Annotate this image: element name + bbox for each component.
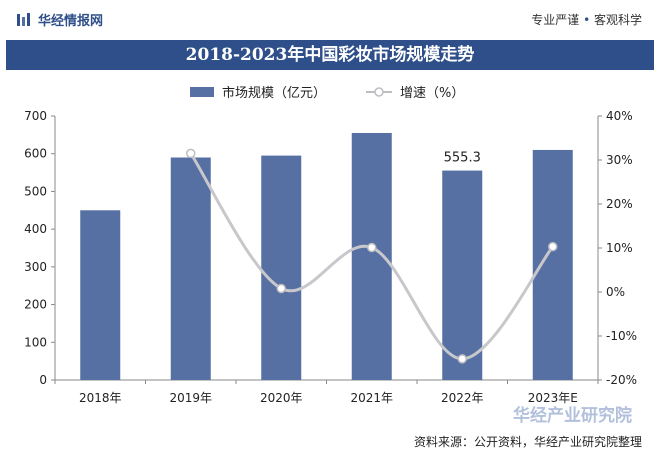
chart-legend: 市场规模（亿元） 增速（%） (190, 82, 464, 101)
source-note: 资料来源：公开资料，华经产业研究院整理 (413, 435, 642, 449)
y-left-tick-label: 500 (24, 184, 47, 198)
line-point (186, 148, 196, 159)
logo-icon (16, 12, 32, 28)
y-right-tick-label: 20% (606, 197, 633, 211)
line-point (367, 242, 377, 253)
x-tick-label: 2020年 (260, 391, 303, 405)
bar (170, 157, 211, 380)
legend-item-line: 增速（%） (366, 82, 464, 101)
y-right-tick-label: -20% (606, 373, 637, 387)
legend-line-label: 增速（%） (400, 86, 465, 101)
top-bar: 华经情报网 专业严谨 • 客观科学 (0, 0, 660, 40)
bar (80, 210, 121, 380)
line-point (276, 283, 286, 294)
y-right-tick-label: 30% (606, 153, 633, 167)
slogan-left: 专业严谨 (531, 13, 580, 27)
y-right-tick-label: 0% (606, 285, 625, 299)
bar (532, 149, 573, 380)
y-right-tick-label: -10% (606, 329, 637, 343)
x-tick-label: 2022年 (441, 391, 484, 405)
x-tick-label: 2023年E (528, 391, 578, 405)
bar (442, 170, 483, 380)
brand-logo: 华经情报网 (16, 10, 103, 29)
line-point (548, 241, 558, 252)
y-left-tick-label: 700 (24, 109, 47, 123)
watermark: 华经产业研究院 (513, 406, 632, 426)
y-left-tick-label: 200 (24, 298, 47, 312)
y-right-tick-label: 10% (606, 241, 633, 255)
y-left-tick-label: 600 (24, 147, 47, 161)
y-left-tick-label: 400 (24, 222, 47, 236)
bar (261, 155, 302, 380)
legend-bar-swatch (190, 86, 214, 97)
slogan: 专业严谨 • 客观科学 (531, 11, 642, 28)
slogan-separator: • (583, 13, 591, 27)
y-left-tick-label: 0 (39, 373, 47, 387)
y-left-tick-label: 100 (24, 335, 47, 349)
y-right-tick-label: 40% (606, 109, 633, 123)
y-left-tick-label: 300 (24, 260, 47, 274)
chart-title: 2018-2023年中国彩妆市场规模走势 (6, 40, 654, 70)
legend-item-bar: 市场规模（亿元） (190, 82, 326, 101)
legend-line-swatch (366, 86, 393, 97)
logo-text: 华经情报网 (38, 14, 104, 29)
x-tick-label: 2018年 (79, 391, 122, 405)
x-tick-label: 2019年 (169, 391, 212, 405)
data-label: 555.3 (444, 151, 481, 166)
legend-bar-label: 市场规模（亿元） (222, 86, 327, 101)
line-point (457, 354, 467, 364)
x-tick-label: 2021年 (350, 391, 393, 405)
slogan-right: 客观科学 (593, 13, 642, 27)
